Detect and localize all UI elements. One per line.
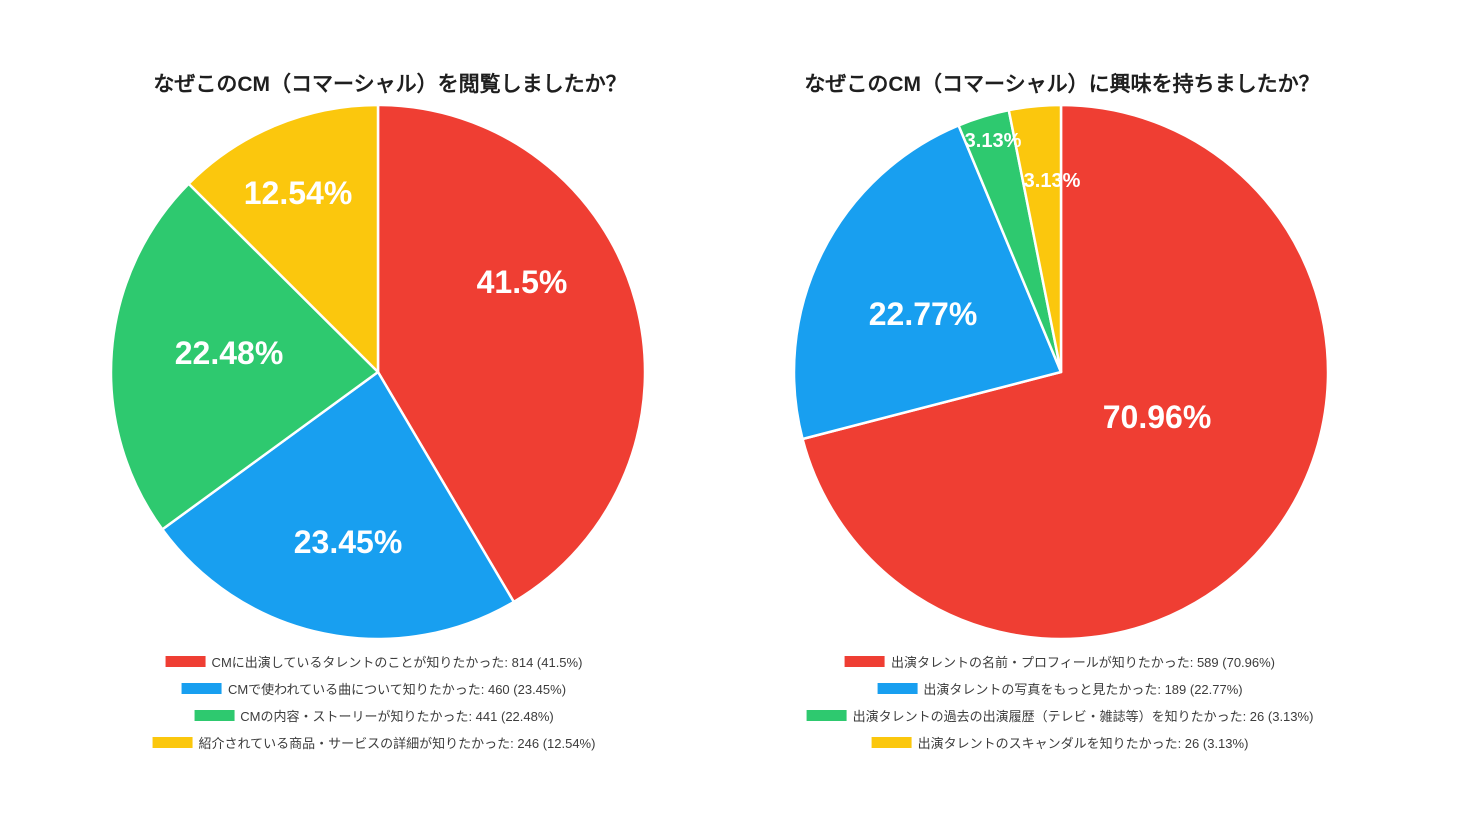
pie-slice xyxy=(161,370,516,641)
legend-swatch-icon xyxy=(877,683,918,694)
pie-slice-percentage-label: 22.48% xyxy=(175,335,284,371)
pie-slice-percentage-label: 41.5% xyxy=(477,264,568,300)
pie-slice-percentage-label: 70.96% xyxy=(1103,399,1212,435)
legend-swatch-icon xyxy=(165,656,206,667)
legend-label: CMの内容・ストーリーが知りたかった: 441 (22.48%) xyxy=(240,709,554,724)
pie-slice-percentage-label: 23.45% xyxy=(294,524,403,560)
legend-swatch-icon xyxy=(194,710,235,721)
pie-slice xyxy=(187,103,380,374)
legend-label: 出演タレントの写真をもっと見たかった: 189 (22.77%) xyxy=(923,682,1243,697)
legend-item: CMで使われている曲について知りたかった: 460 (23.45%) xyxy=(181,675,567,702)
legend-item: 出演タレントの写真をもっと見たかった: 189 (22.77%) xyxy=(877,675,1243,702)
pie-slice xyxy=(376,103,647,604)
legend-swatch-icon xyxy=(844,656,885,667)
legend-label: 出演タレントのスキャンダルを知りたかった: 26 (3.13%) xyxy=(917,736,1249,751)
pie-slice-percentage-label: 3.13% xyxy=(965,130,1022,152)
legend-item: CMの内容・ストーリーが知りたかった: 441 (22.48%) xyxy=(194,702,554,729)
legend-label: CMで使われている曲について知りたかった: 460 (23.45%) xyxy=(227,682,567,697)
pie-slice-percentage-label: 3.13% xyxy=(1024,170,1081,192)
legend-item: 出演タレントのスキャンダルを知りたかった: 26 (3.13%) xyxy=(871,729,1249,756)
legend-left: CMに出演しているタレントのことが知りたかった: 814 (41.5%) CMで使… xyxy=(152,648,596,756)
legend-swatch-icon xyxy=(152,737,193,748)
pie-slice xyxy=(801,103,1330,641)
legend-right: 出演タレントの名前・プロフィールが知りたかった: 589 (70.96%) 出演タ… xyxy=(806,648,1314,756)
legend-item: 紹介されている商品・サービスの詳細が知りたかった: 246 (12.54%) xyxy=(152,729,596,756)
chart-title-right: なぜこのCM（コマーシャル）に興味を持ちましたか？ xyxy=(804,73,1320,96)
pie-slice-percentage-label: 22.77% xyxy=(869,296,978,332)
legend-swatch-icon xyxy=(806,710,847,721)
pie-chart-right: 70.96% 22.77% 3.13%3.13% xyxy=(792,103,1330,641)
legend-label: CMに出演しているタレントのことが知りたかった: 814 (41.5%) xyxy=(211,655,583,670)
legend-swatch-icon xyxy=(871,737,912,748)
legend-label: 出演タレントの過去の出演履歴（テレビ・雑誌等）を知りたかった: 26 (3.13… xyxy=(852,709,1314,724)
legend-label: 紹介されている商品・サービスの詳細が知りたかった: 246 (12.54%) xyxy=(198,736,596,751)
pie-slice-percentage-label: 12.54% xyxy=(244,175,353,211)
pie-slice xyxy=(1007,103,1063,374)
legend-label: 出演タレントの名前・プロフィールが知りたかった: 589 (70.96%) xyxy=(890,655,1276,670)
chart-title-left: なぜこのCM（コマーシャル）を閲覧しましたか？ xyxy=(153,73,627,96)
legend-item: CMに出演しているタレントのことが知りたかった: 814 (41.5%) xyxy=(165,648,583,675)
pie-slice xyxy=(109,182,380,531)
legend-swatch-icon xyxy=(181,683,222,694)
legend-item: 出演タレントの過去の出演履歴（テレビ・雑誌等）を知りたかった: 26 (3.13… xyxy=(806,702,1314,729)
pie-slice xyxy=(792,124,1063,441)
pie-chart-left: 41.5% 23.45% 22.48% 12.54% xyxy=(109,103,647,641)
legend-item: 出演タレントの名前・プロフィールが知りたかった: 589 (70.96%) xyxy=(844,648,1276,675)
